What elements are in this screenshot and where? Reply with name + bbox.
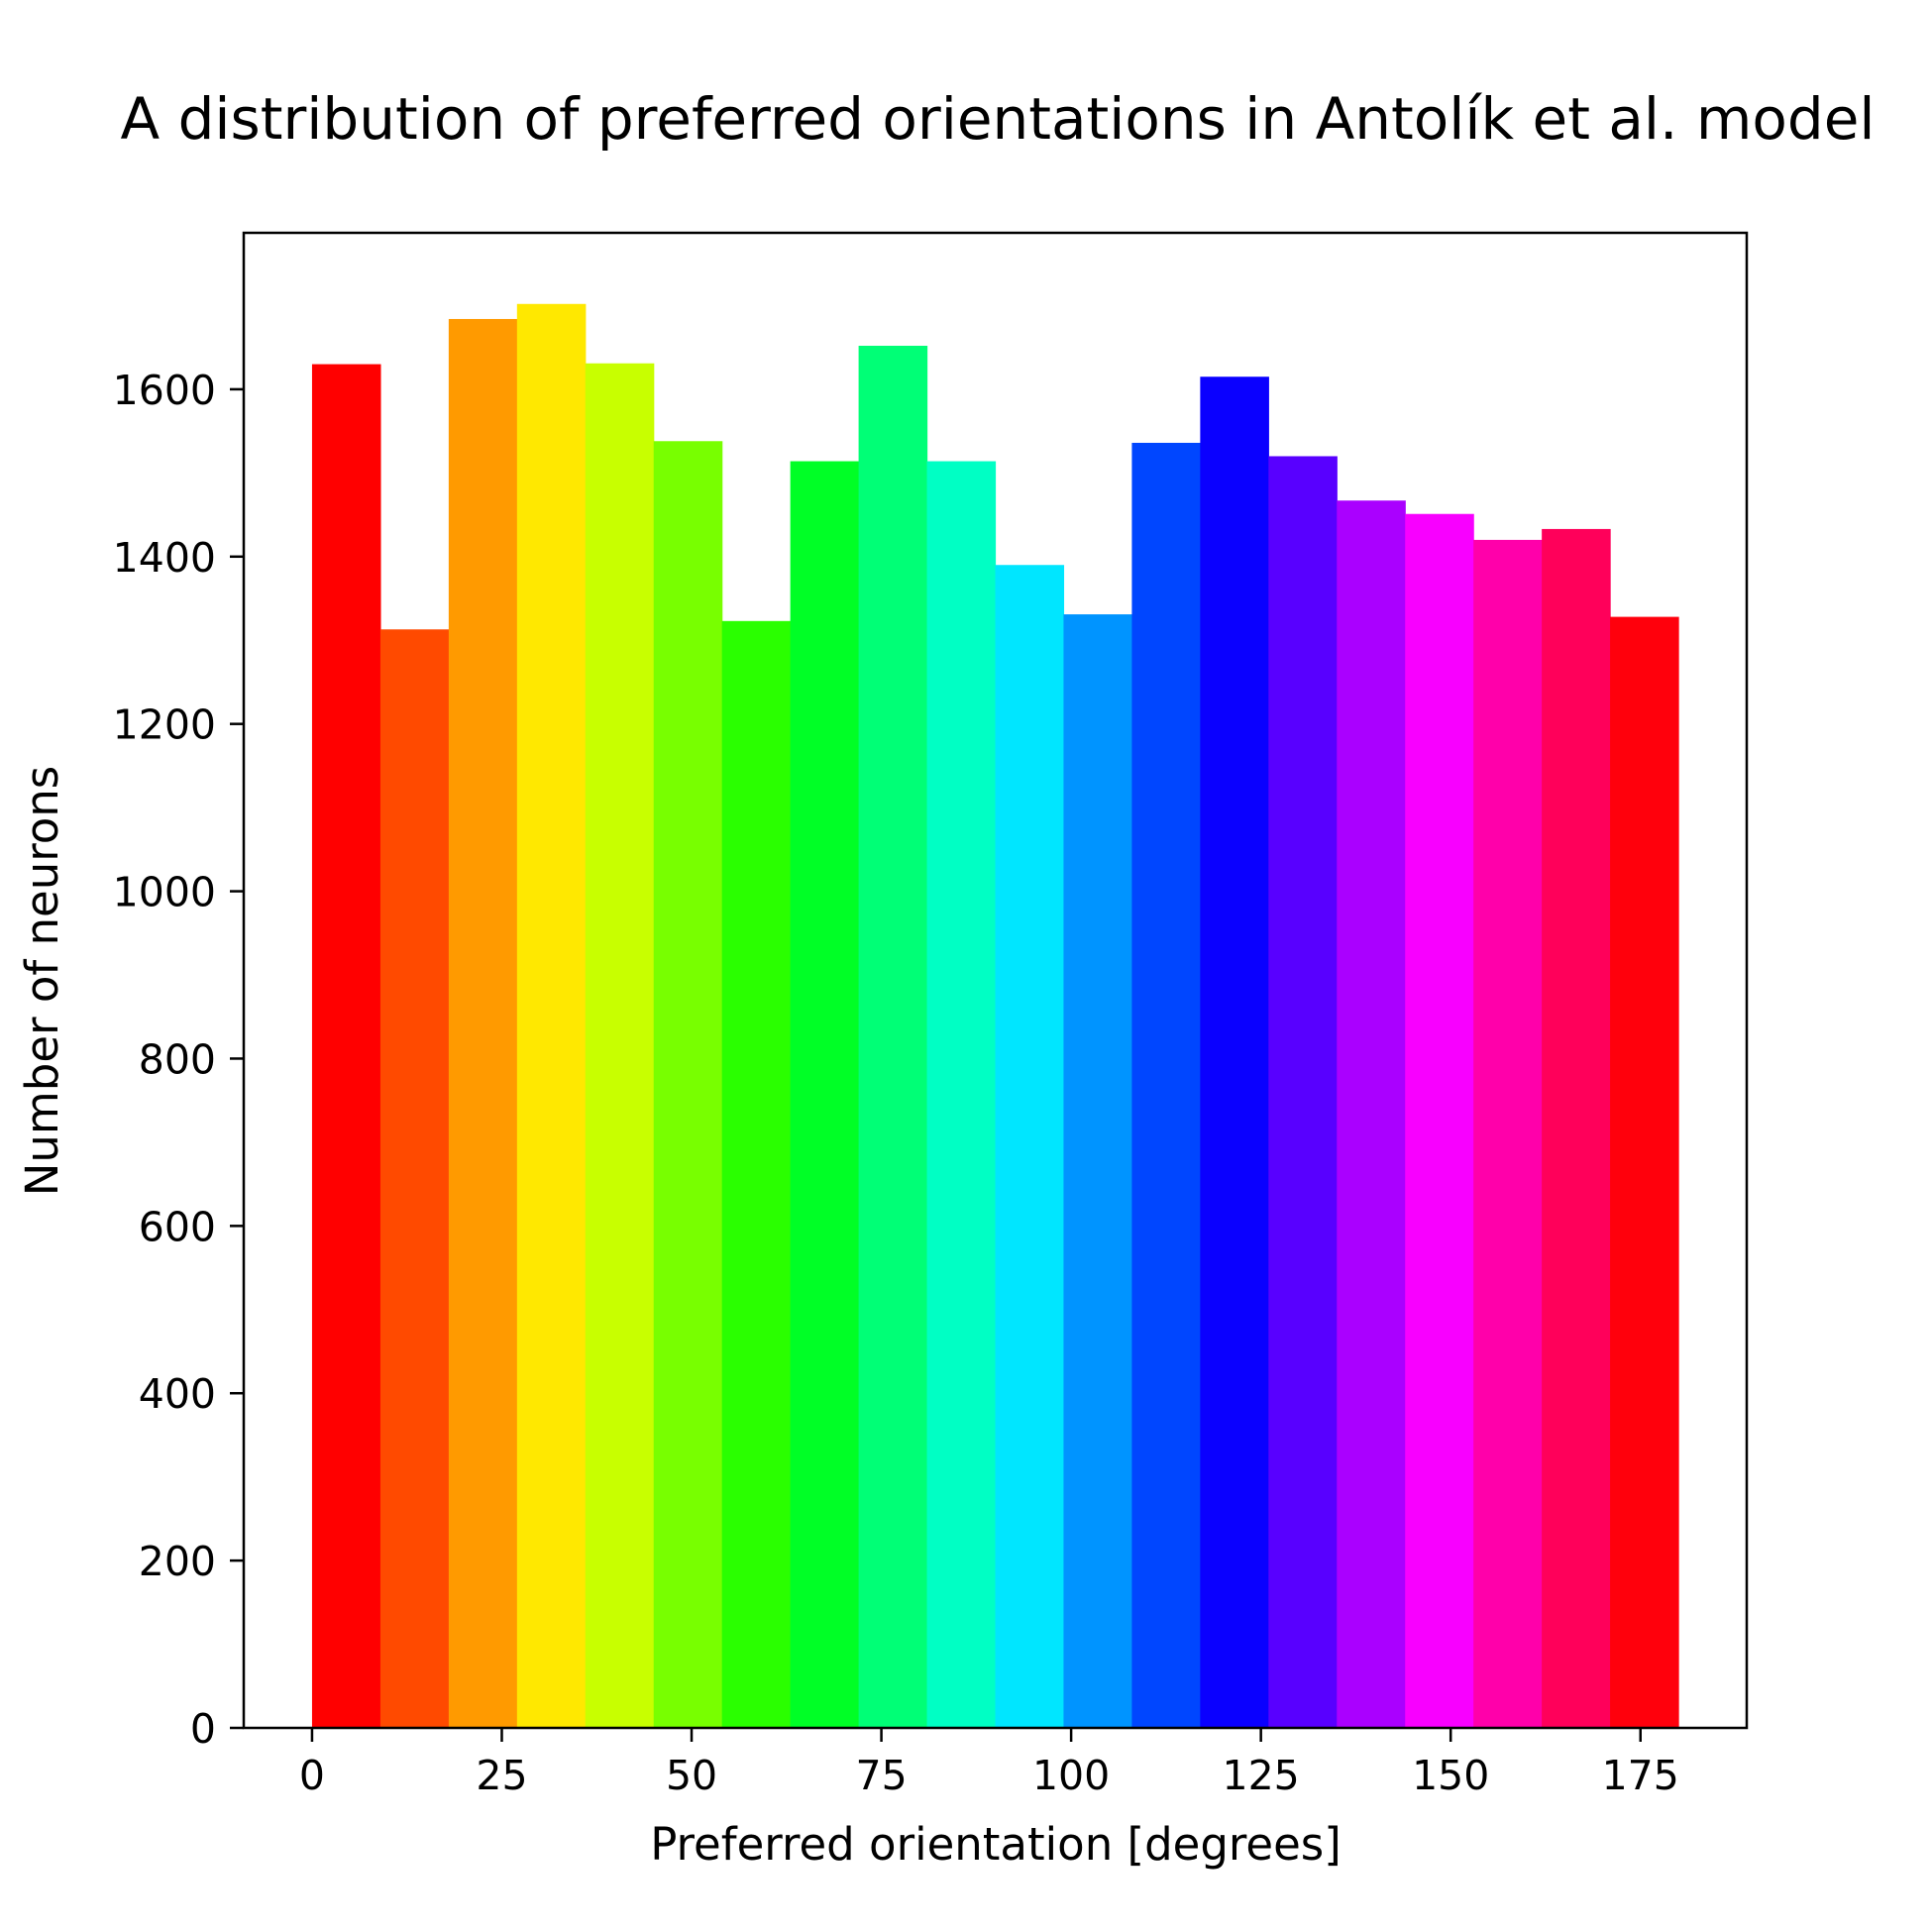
- histogram-bar: [653, 441, 723, 1729]
- histogram-bar: [516, 303, 587, 1728]
- x-tick-label: 75: [855, 1752, 907, 1799]
- x-tick-label: 25: [476, 1752, 527, 1799]
- histogram-bar: [1200, 376, 1269, 1728]
- x-axis-ticks: 0 25 50 75 100 125 150 175: [299, 1728, 1679, 1799]
- histogram-bar: [1063, 614, 1133, 1728]
- x-tick-label: 50: [666, 1752, 717, 1799]
- y-axis-ticks: 0 200 400 600 800 1000 1200 1400 1600: [113, 367, 244, 1753]
- x-tick-label: 175: [1602, 1752, 1679, 1799]
- x-axis-label: Preferred orientation [degrees]: [650, 1818, 1342, 1871]
- histogram-bar: [721, 620, 792, 1729]
- histogram-bar: [926, 461, 997, 1729]
- histogram-bar: [1337, 500, 1406, 1728]
- histogram-bar: [995, 565, 1065, 1728]
- y-tick-label: 400: [139, 1370, 216, 1418]
- y-tick-label: 600: [139, 1203, 216, 1250]
- histogram-bar: [1542, 528, 1611, 1728]
- y-tick-label: 1600: [113, 367, 216, 414]
- histogram-bar: [858, 345, 928, 1729]
- histogram-bar: [311, 364, 381, 1729]
- y-tick-label: 1200: [113, 701, 216, 749]
- bars-group: [311, 303, 1679, 1729]
- y-tick-label: 0: [190, 1705, 216, 1753]
- histogram-bar: [1131, 442, 1201, 1729]
- plot-frame: [242, 231, 1749, 1730]
- histogram-bar: [790, 461, 860, 1729]
- histogram-bar: [379, 629, 450, 1728]
- x-tick-label: 125: [1223, 1752, 1300, 1799]
- y-tick-label: 1000: [113, 869, 216, 916]
- x-tick-label: 0: [299, 1752, 325, 1799]
- histogram-bar: [585, 363, 655, 1728]
- histogram-bar: [1473, 539, 1543, 1729]
- histogram-bar: [448, 318, 518, 1728]
- x-tick-label: 100: [1032, 1752, 1110, 1799]
- histogram-bar: [1405, 513, 1474, 1728]
- histogram-bar: [1268, 456, 1338, 1728]
- y-tick-label: 1400: [113, 534, 216, 582]
- y-tick-label: 800: [139, 1035, 216, 1083]
- histogram-bar: [1610, 616, 1679, 1729]
- chart-title: A distribution of preferred orientations…: [120, 85, 1875, 153]
- y-tick-label: 200: [139, 1538, 216, 1585]
- y-axis-label: Number of neurons: [16, 766, 68, 1197]
- x-tick-label: 150: [1412, 1752, 1489, 1799]
